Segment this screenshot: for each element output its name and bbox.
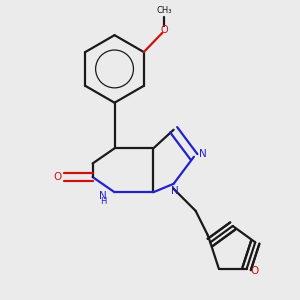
Text: O: O [54, 172, 62, 182]
Text: O: O [250, 266, 258, 277]
Text: N: N [200, 149, 207, 159]
Text: H: H [100, 197, 107, 206]
Text: O: O [160, 25, 168, 35]
Text: N: N [99, 190, 106, 201]
Text: CH₃: CH₃ [156, 6, 172, 15]
Text: N: N [172, 186, 179, 196]
